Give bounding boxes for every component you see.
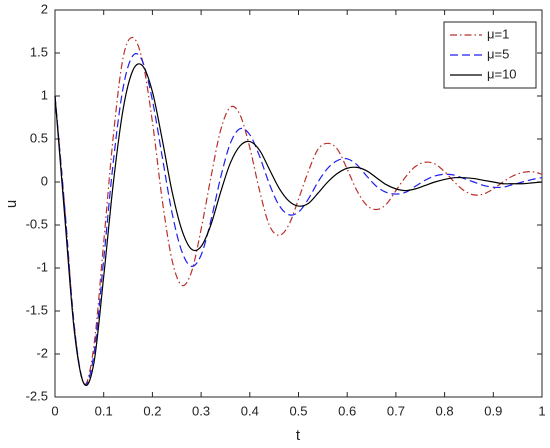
y-tick-label: -0.5 xyxy=(26,216,48,231)
y-tick-label: 1 xyxy=(41,87,48,102)
y-axis-label: u xyxy=(3,200,20,208)
series-line xyxy=(54,63,543,386)
x-tick-label: 0.6 xyxy=(338,403,356,418)
x-tick-label: 0.8 xyxy=(436,403,454,418)
y-tick-label: 0 xyxy=(41,173,48,188)
y-tick-label: -1.5 xyxy=(26,302,48,317)
legend-label: μ=10 xyxy=(487,66,517,81)
x-tick-label: 0.1 xyxy=(95,403,113,418)
x-tick-label: 0.3 xyxy=(192,403,210,418)
x-tick-label: 0.2 xyxy=(143,403,161,418)
series-line xyxy=(54,36,543,385)
y-tick-label: 1.5 xyxy=(30,44,48,59)
y-tick-label: -2.5 xyxy=(26,388,48,403)
x-tick-label: 0 xyxy=(51,403,58,418)
legend-label: μ=5 xyxy=(487,46,509,61)
x-tick-label: 0.4 xyxy=(241,403,259,418)
x-tick-label: 0.9 xyxy=(484,403,502,418)
x-tick-label: 1 xyxy=(538,403,545,418)
legend-label: μ=1 xyxy=(487,26,509,41)
x-tick-label: 0.7 xyxy=(387,403,405,418)
legend-box xyxy=(443,21,537,89)
y-tick-label: -1 xyxy=(36,259,48,274)
y-tick-label: -2 xyxy=(36,345,48,360)
y-tick-label: 0.5 xyxy=(30,130,48,145)
x-tick-label: 0.5 xyxy=(289,403,307,418)
y-tick-label: 2 xyxy=(41,1,48,16)
series-line xyxy=(54,53,543,386)
x-axis-label: t xyxy=(296,427,301,444)
